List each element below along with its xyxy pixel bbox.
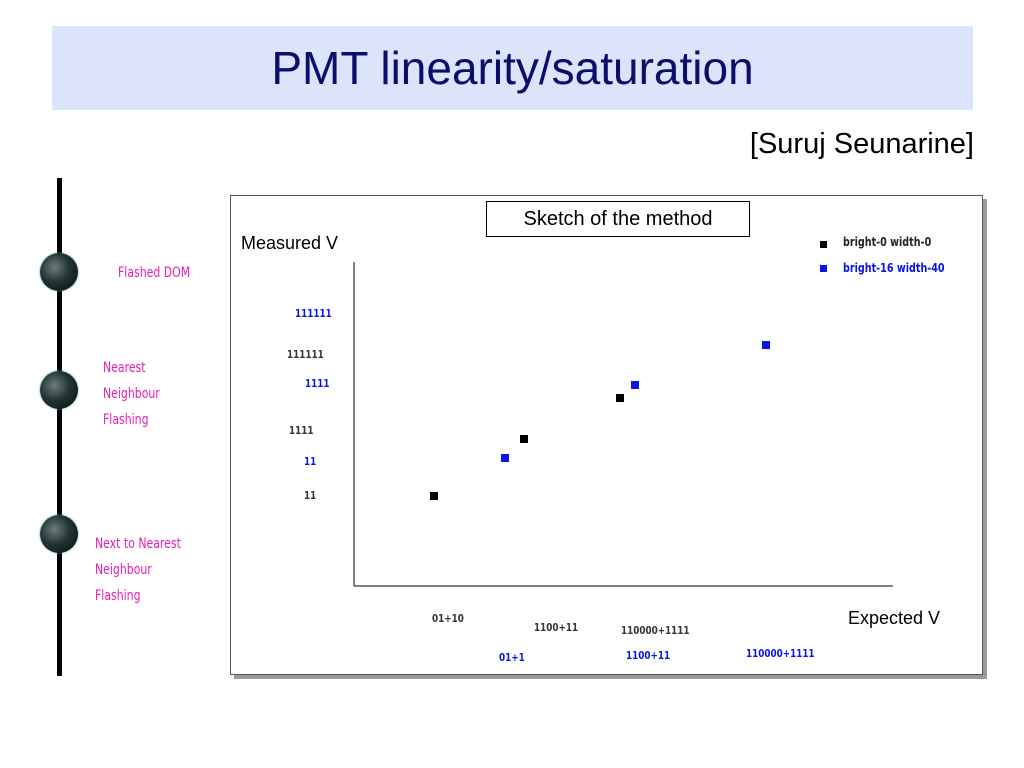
- y-axis-label: Measured V: [241, 233, 338, 253]
- slide-title: PMT linearity/saturation: [271, 42, 754, 94]
- x-tick-label: 01+10: [432, 613, 464, 625]
- plot-panel: [230, 195, 983, 675]
- title-bar: PMT linearity/saturation: [52, 26, 973, 110]
- y-tick-label: 111111: [295, 308, 332, 320]
- nearest-neighbour-dom-icon: [40, 371, 78, 409]
- data-point: [520, 435, 528, 443]
- flashed-dom-icon: [40, 253, 78, 291]
- next-nearest-neighbour-dom-icon: [40, 515, 78, 553]
- y-tick-label: 1111: [289, 425, 314, 437]
- data-point: [631, 381, 639, 389]
- y-tick-label: 11: [304, 456, 316, 468]
- x-tick-label: 1100+11: [534, 622, 578, 634]
- x-tick-label: 1100+11: [626, 650, 670, 662]
- author-credit: [Suruj Seunarine]: [749, 128, 974, 160]
- detector-string-line: [57, 178, 62, 676]
- y-tick-label: 1111: [305, 378, 330, 390]
- dom-label-next-nearest: Next to Nearest Neighbour Flashing: [95, 536, 181, 604]
- x-axis-label: Expected V: [848, 608, 940, 628]
- legend-label: bright-16 width-40: [843, 261, 945, 275]
- data-point: [501, 454, 509, 462]
- dom-label-flashed: Flashed DOM: [118, 265, 191, 281]
- data-point: [616, 394, 624, 402]
- x-tick-label: 01+1: [499, 652, 525, 664]
- dom-label-nearest: Nearest Neighbour Flashing: [103, 360, 160, 428]
- data-point: [430, 492, 438, 500]
- method-annotation-box: Sketch of the method: [486, 201, 750, 237]
- x-tick-label: 110000+1111: [746, 648, 815, 660]
- legend-marker: [820, 265, 827, 272]
- chart-marks: 01+10111100+111111110000+1111111111brigh…: [287, 235, 945, 664]
- y-tick-label: 111111: [287, 349, 324, 361]
- x-tick-label: 110000+1111: [621, 625, 690, 637]
- y-tick-label: 11: [304, 490, 316, 502]
- legend-label: bright-0 width-0: [843, 235, 932, 249]
- data-point: [762, 341, 770, 349]
- legend-marker: [820, 241, 827, 248]
